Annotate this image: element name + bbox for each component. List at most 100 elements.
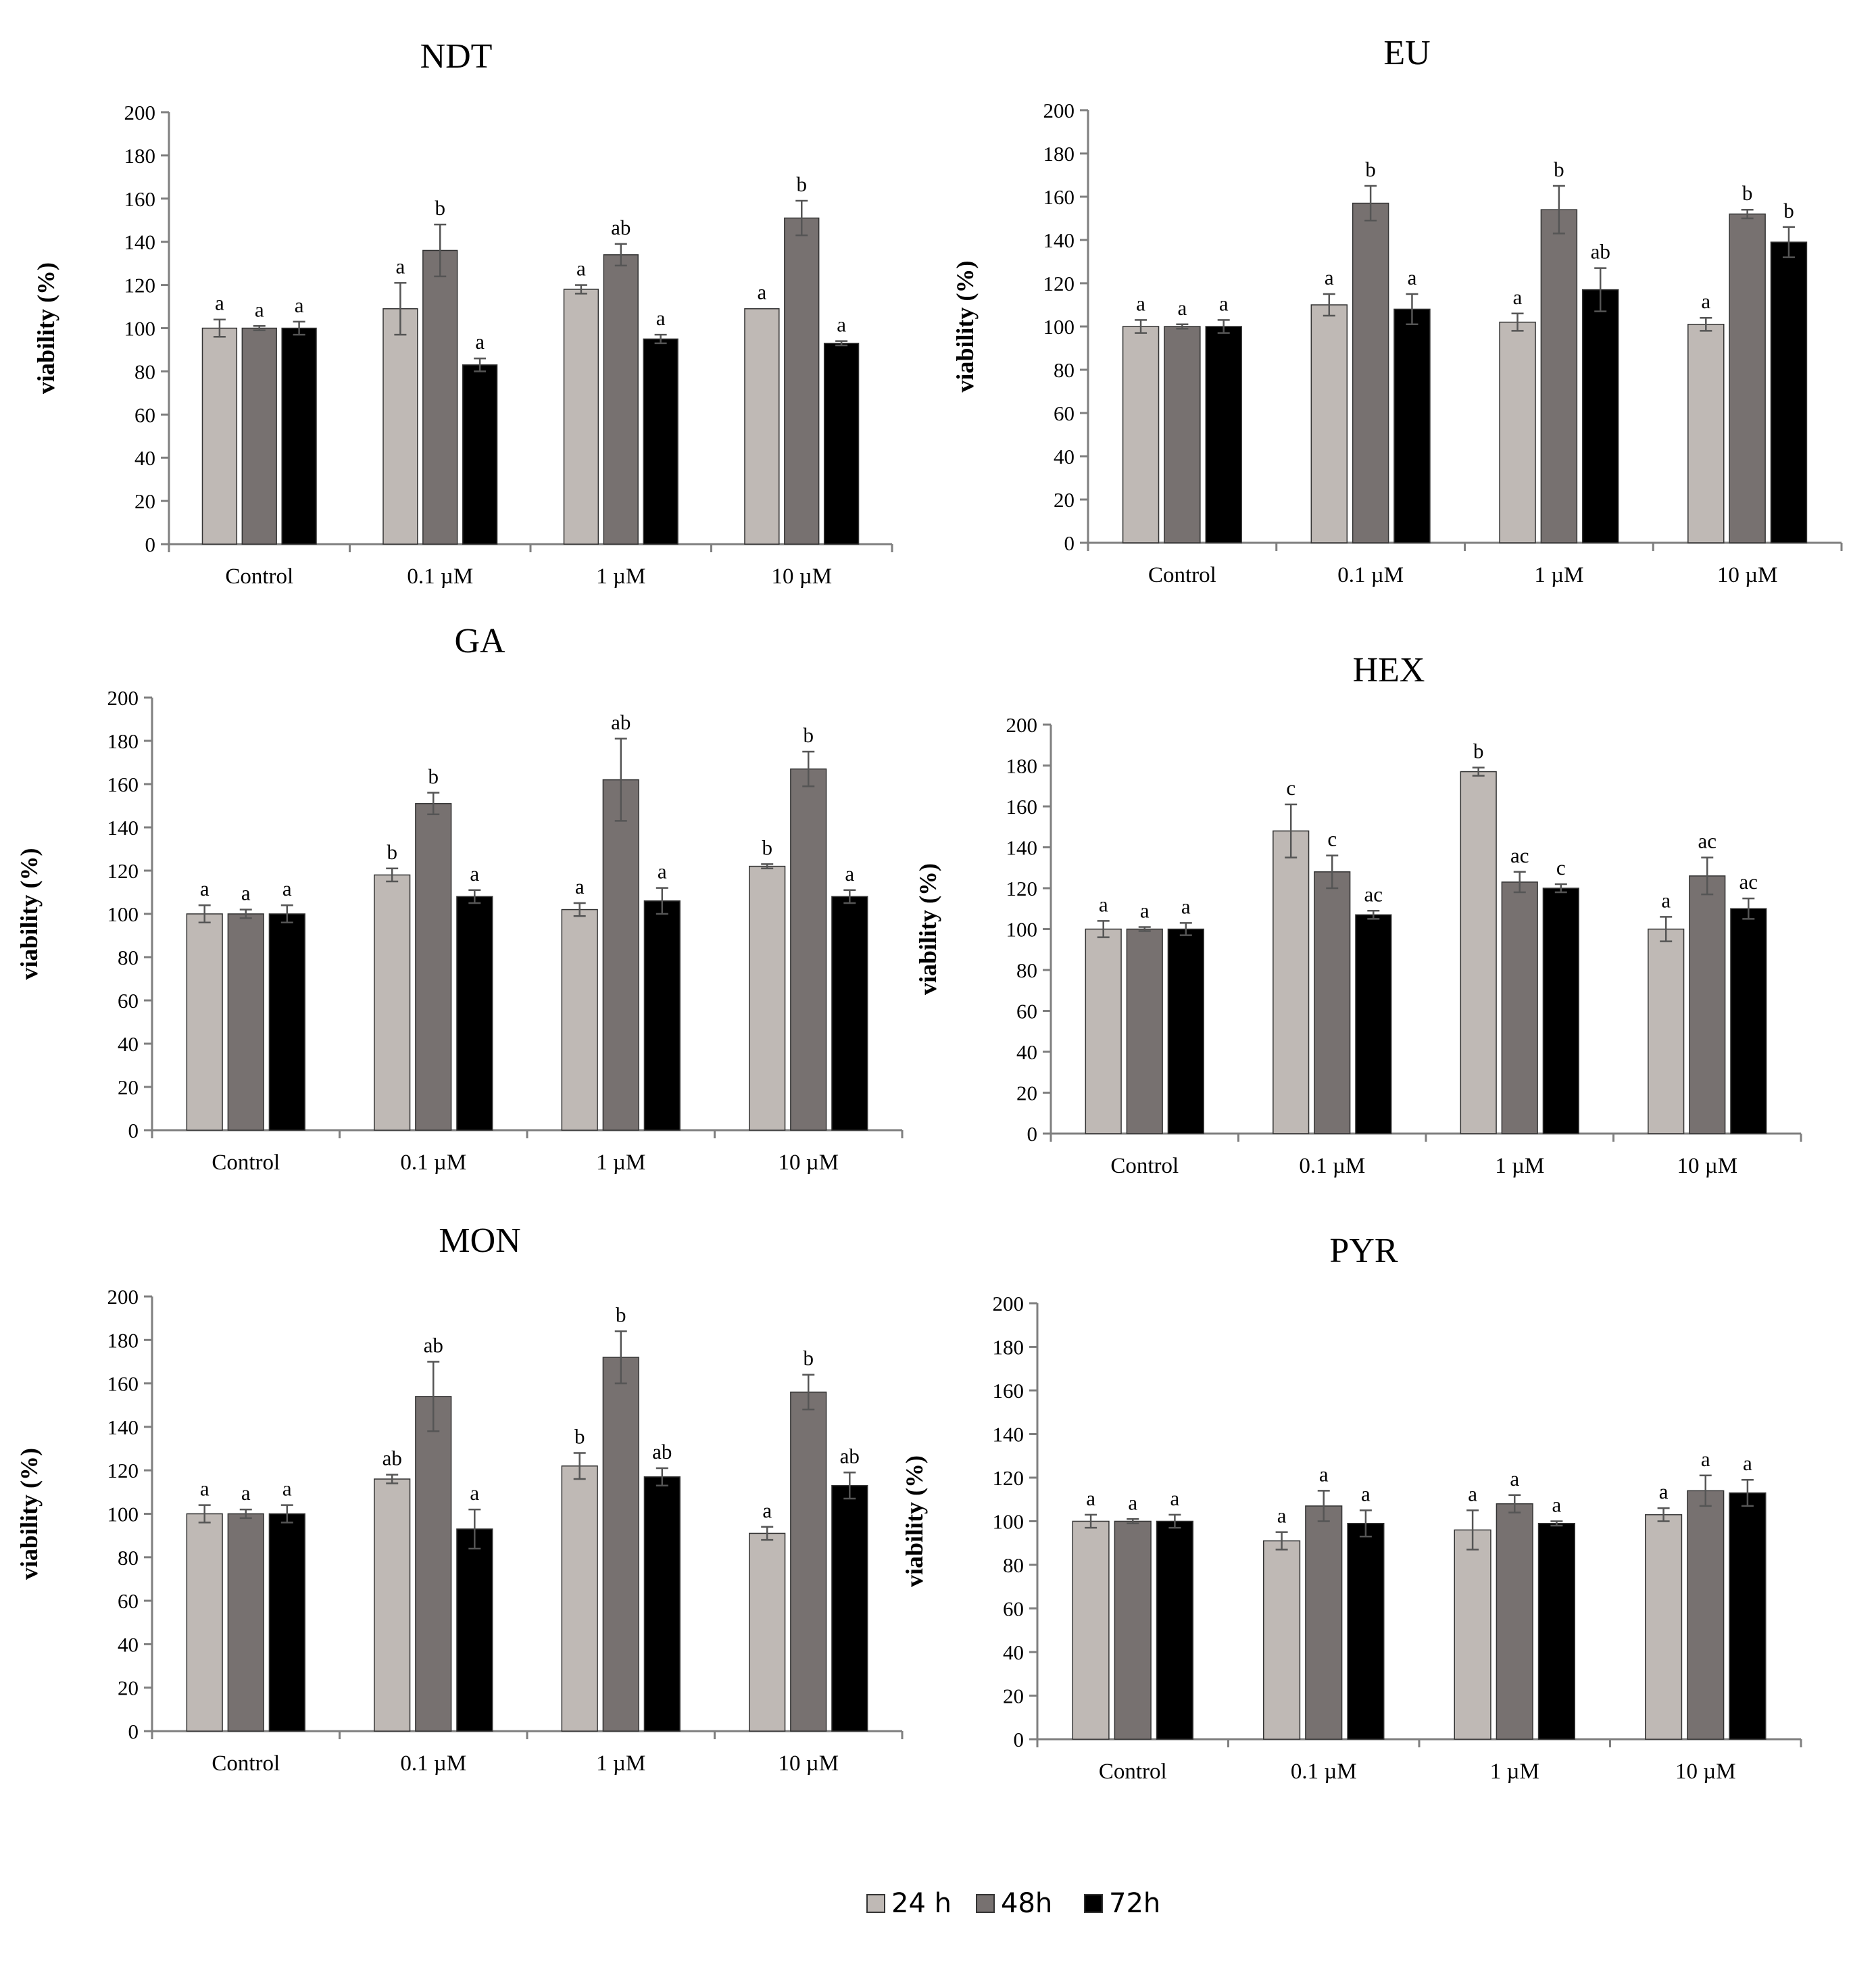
y-tick-label: 160 bbox=[1043, 185, 1075, 209]
bar-48h-3 bbox=[790, 1391, 827, 1732]
significance-label: ab bbox=[652, 1440, 672, 1463]
y-axis-label: viability (%) bbox=[16, 1448, 43, 1580]
significance-label: a bbox=[762, 1499, 772, 1522]
bar-72h-3 bbox=[1770, 241, 1808, 543]
significance-label: a bbox=[658, 860, 667, 883]
y-tick-label: 60 bbox=[118, 989, 139, 1013]
x-tick-label: 1 µM bbox=[596, 564, 645, 589]
x-tick-label: Control bbox=[225, 564, 293, 589]
chart-title: HEX bbox=[1353, 651, 1425, 689]
y-tick-label: 180 bbox=[993, 1336, 1025, 1359]
bar-24h-0 bbox=[1122, 326, 1160, 543]
significance-label: b bbox=[1554, 157, 1564, 181]
x-tick-label: 10 µM bbox=[778, 1150, 839, 1175]
significance-label: a bbox=[470, 862, 479, 886]
x-tick-label: 1 µM bbox=[1534, 563, 1583, 587]
bar-48h-0 bbox=[1114, 1520, 1152, 1740]
x-tick-label: 1 µM bbox=[1490, 1760, 1539, 1784]
y-tick-label: 100 bbox=[107, 902, 139, 926]
y-tick-label: 60 bbox=[1016, 1000, 1037, 1023]
y-tick-label: 160 bbox=[107, 1372, 139, 1396]
bar-24h-1 bbox=[374, 874, 411, 1131]
legend-swatch-48h bbox=[976, 1894, 995, 1913]
bar-48h-2 bbox=[1501, 881, 1538, 1134]
y-tick-label: 100 bbox=[124, 317, 156, 341]
y-tick-label: 180 bbox=[1043, 142, 1075, 166]
y-tick-label: 60 bbox=[1003, 1597, 1024, 1621]
bar-72h-3 bbox=[831, 1484, 868, 1732]
y-axis-label: viability (%) bbox=[16, 848, 43, 980]
bar-24h-2 bbox=[561, 908, 598, 1131]
significance-label: ab bbox=[611, 710, 631, 734]
y-tick-label: 140 bbox=[1043, 228, 1075, 252]
significance-label: c bbox=[1286, 776, 1295, 800]
x-tick-label: 10 µM bbox=[778, 1751, 839, 1776]
significance-label: b bbox=[428, 765, 439, 788]
y-tick-label: 120 bbox=[124, 274, 156, 297]
significance-label: ab bbox=[1591, 240, 1610, 264]
legend: 24 h 48h 72h bbox=[866, 1888, 1160, 1919]
x-tick-label: 1 µM bbox=[596, 1751, 645, 1776]
y-tick-label: 160 bbox=[124, 187, 156, 211]
significance-label: b bbox=[1365, 157, 1376, 181]
significance-label: a bbox=[1659, 1480, 1669, 1503]
significance-label: a bbox=[1140, 898, 1150, 922]
bar-72h-0 bbox=[1156, 1520, 1193, 1740]
bar-24h-3 bbox=[744, 308, 780, 545]
y-tick-label: 200 bbox=[1006, 713, 1038, 737]
y-tick-label: 120 bbox=[107, 859, 139, 883]
y-tick-label: 140 bbox=[107, 816, 139, 840]
legend-label-24h: 24 h bbox=[891, 1888, 952, 1919]
significance-label: b bbox=[1783, 199, 1794, 222]
significance-label: b bbox=[1742, 181, 1753, 205]
bar-48h-1 bbox=[1305, 1505, 1343, 1740]
significance-label: a bbox=[1181, 894, 1191, 918]
significance-label: b bbox=[804, 1347, 814, 1370]
significance-label: a bbox=[1128, 1490, 1137, 1514]
x-tick-label: 0.1 µM bbox=[1337, 563, 1404, 587]
significance-label: a bbox=[241, 1481, 251, 1505]
y-tick-label: 100 bbox=[107, 1503, 139, 1526]
y-tick-label: 20 bbox=[134, 489, 155, 513]
y-tick-label: 140 bbox=[993, 1423, 1025, 1447]
y-tick-label: 80 bbox=[1054, 358, 1075, 382]
bar-24h-3 bbox=[1648, 928, 1685, 1134]
y-tick-label: 120 bbox=[1006, 877, 1038, 900]
y-tick-label: 120 bbox=[1043, 272, 1075, 295]
y-tick-label: 180 bbox=[1006, 754, 1038, 778]
y-tick-label: 0 bbox=[128, 1119, 139, 1142]
significance-label: a bbox=[1408, 266, 1417, 289]
chart-title: GA bbox=[454, 622, 505, 660]
y-tick-label: 20 bbox=[118, 1075, 139, 1099]
x-tick-label: Control bbox=[1148, 563, 1216, 587]
significance-label: a bbox=[1136, 291, 1145, 315]
y-tick-label: 80 bbox=[118, 946, 139, 969]
bar-48h-1 bbox=[415, 1396, 452, 1732]
bar-24h-2 bbox=[561, 1465, 598, 1732]
significance-label: a bbox=[1510, 1467, 1519, 1490]
y-tick-label: 0 bbox=[145, 533, 156, 556]
x-tick-label: 1 µM bbox=[1495, 1154, 1544, 1178]
bar-48h-2 bbox=[603, 254, 639, 545]
bar-24h-2 bbox=[1460, 771, 1497, 1134]
significance-label: a bbox=[576, 257, 586, 281]
y-tick-label: 20 bbox=[1054, 488, 1075, 512]
bar-72h-1 bbox=[1347, 1522, 1385, 1740]
significance-label: b bbox=[387, 840, 397, 864]
bar-72h-1 bbox=[1355, 914, 1392, 1134]
significance-label: b bbox=[797, 172, 808, 196]
significance-label: a bbox=[1099, 892, 1108, 916]
bar-48h-3 bbox=[1687, 1490, 1725, 1740]
significance-label: ab bbox=[840, 1444, 860, 1467]
chart-panel-eu: EU viability (%) 0 20 40 60 80 100 120 140 160 180 2… bbox=[952, 34, 1843, 587]
x-tick-label: 0.1 µM bbox=[1291, 1760, 1357, 1784]
bar-72h-2 bbox=[1537, 1522, 1575, 1740]
y-tick-label: 120 bbox=[993, 1466, 1025, 1490]
chart-title: EU bbox=[1383, 34, 1430, 72]
chart-panel-ndt: NDT viability (%) 0 20 40 60 80 100 120 140 160 180… bbox=[32, 37, 893, 589]
significance-label: a bbox=[1552, 1493, 1562, 1517]
significance-label: b bbox=[574, 1424, 585, 1448]
bar-48h-3 bbox=[1689, 875, 1726, 1134]
significance-label: a bbox=[215, 291, 224, 315]
y-tick-label: 100 bbox=[1006, 918, 1038, 942]
